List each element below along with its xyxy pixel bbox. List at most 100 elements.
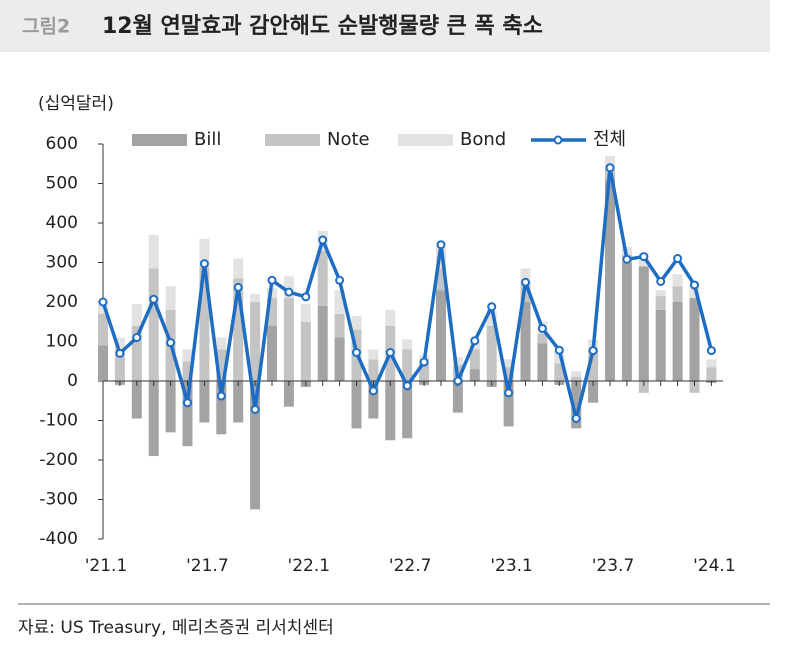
bar	[486, 325, 497, 381]
bar	[672, 302, 683, 381]
bar	[638, 381, 649, 393]
bar	[486, 309, 497, 326]
bar	[368, 381, 379, 419]
total-marker	[149, 294, 159, 304]
bar	[368, 359, 379, 381]
x-tick-label: '21.7	[186, 556, 229, 576]
x-tick-label: '23.1	[490, 556, 533, 576]
total-marker	[588, 346, 598, 356]
bar	[605, 155, 615, 168]
bar	[148, 268, 159, 381]
total-marker	[318, 235, 328, 245]
total-marker	[301, 292, 311, 302]
bar	[503, 381, 514, 427]
bar	[199, 381, 210, 423]
total-marker	[622, 254, 632, 264]
legend-swatch	[398, 134, 453, 146]
legend-label: Note	[327, 129, 370, 150]
total-marker	[335, 275, 345, 285]
total-marker	[199, 259, 209, 269]
bar	[655, 296, 666, 310]
bar	[267, 298, 277, 326]
bar	[469, 341, 480, 350]
bar	[98, 345, 108, 381]
bar	[165, 381, 176, 433]
bar	[436, 290, 446, 381]
bar	[689, 298, 700, 381]
bar	[638, 266, 649, 381]
bar	[283, 298, 294, 381]
total-marker	[673, 254, 683, 264]
total-marker	[504, 388, 514, 398]
bar	[114, 337, 125, 350]
bar	[655, 290, 666, 297]
bar	[98, 302, 108, 314]
total-marker	[521, 277, 530, 287]
total-marker	[470, 336, 480, 346]
title-band	[0, 0, 770, 52]
total-marker	[267, 275, 277, 285]
total-marker	[250, 404, 260, 414]
bar	[216, 349, 227, 381]
bar	[131, 325, 142, 381]
total-marker	[436, 240, 446, 250]
y-tick-label: -400	[39, 529, 78, 549]
total-marker	[605, 163, 615, 173]
legend-label: Bond	[460, 129, 506, 150]
bar	[300, 303, 311, 322]
bar	[402, 381, 413, 439]
total-marker	[183, 398, 192, 408]
bar	[317, 305, 328, 381]
bar	[588, 381, 599, 403]
bar	[182, 361, 193, 381]
total-marker	[233, 282, 243, 292]
bar	[182, 349, 193, 362]
y-tick-label: 300	[46, 253, 78, 273]
x-tick-label: '22.1	[288, 556, 331, 576]
bar	[655, 309, 666, 381]
bar	[571, 381, 582, 429]
bar	[571, 371, 582, 378]
bar	[520, 302, 531, 381]
bar	[402, 339, 413, 350]
bar	[216, 337, 227, 350]
y-tick-label: -100	[39, 411, 78, 431]
bar	[317, 250, 328, 306]
bar	[385, 309, 396, 326]
total-marker	[453, 376, 463, 386]
total-marker	[284, 287, 294, 297]
chart-title: 12월 연말효과 감안해도 순발행물량 큰 폭 축소	[102, 14, 543, 39]
bar	[503, 359, 514, 368]
bar	[250, 381, 261, 510]
bar	[199, 238, 210, 267]
bar	[571, 377, 582, 381]
total-marker	[537, 323, 547, 333]
total-marker	[554, 345, 564, 355]
x-tick-label: '23.7	[592, 556, 635, 576]
bar	[283, 276, 294, 299]
legend-label: Bill	[194, 129, 221, 150]
bar	[537, 343, 548, 381]
bar	[672, 274, 683, 287]
bar	[419, 363, 430, 381]
bar	[689, 381, 700, 393]
bar	[148, 381, 159, 457]
y-axis-label: (십억달러)	[38, 94, 114, 114]
total-marker	[487, 302, 497, 312]
total-marker	[385, 348, 395, 358]
total-marker	[690, 280, 699, 290]
total-marker	[419, 357, 429, 367]
bar	[368, 349, 379, 360]
y-tick-label: 600	[46, 134, 78, 154]
bar	[588, 349, 599, 381]
bar	[520, 268, 531, 283]
figure-label: 그림2	[22, 16, 70, 38]
legend-swatch	[265, 134, 320, 146]
total-marker	[706, 346, 716, 356]
bar	[469, 369, 480, 381]
x-tick-label: '24.1	[693, 556, 736, 576]
bar	[233, 258, 244, 279]
y-tick-label: 400	[46, 213, 78, 233]
bar	[452, 357, 463, 366]
